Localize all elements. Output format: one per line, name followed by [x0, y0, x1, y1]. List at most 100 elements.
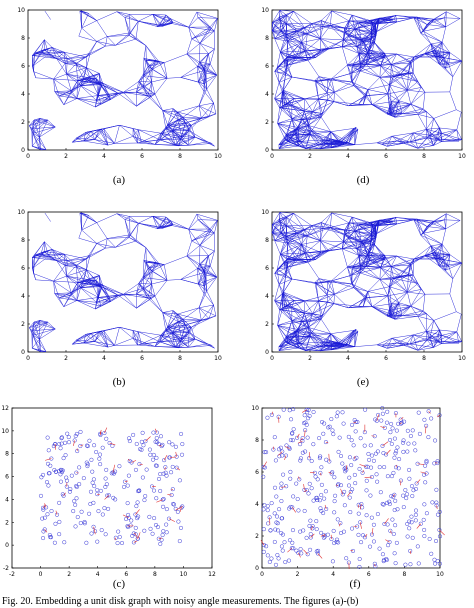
y-tick-label: 2: [255, 533, 259, 540]
x-tick-label: 8: [178, 153, 182, 160]
x-tick-label: 10: [458, 153, 466, 160]
y-tick-label: 2: [265, 119, 269, 126]
plot-d: 0 2 4 6 8 10 0 2 4 6 8 10: [261, 7, 466, 160]
estimated-positions: [261, 406, 443, 570]
x-tick-label: 8: [402, 571, 406, 578]
x-tick-label: 0: [270, 153, 274, 160]
y-tick-label: 10: [251, 405, 259, 412]
y-tick-label: 2: [21, 321, 25, 328]
x-tick-label: 0: [26, 355, 30, 362]
graph-edges: [271, 9, 462, 150]
x-tick-label: 6: [140, 355, 144, 362]
x-tick-label: 10: [180, 571, 188, 578]
y-tick-label: 8: [21, 237, 25, 244]
x-tick-label: 2: [67, 571, 71, 578]
y-tick-label: 0: [5, 542, 9, 549]
y-tick-label: 10: [17, 209, 25, 216]
x-tick-label: 4: [96, 571, 100, 578]
graph-edges: [271, 211, 462, 352]
x-tick-label: 4: [102, 355, 106, 362]
x-tick-label: 6: [367, 571, 371, 578]
axes-frame: [271, 211, 463, 353]
x-tick-label: 0: [270, 355, 274, 362]
x-tick-label: 2: [296, 571, 300, 578]
y-tick-label: 8: [21, 35, 25, 42]
x-tick-label: 0: [260, 571, 264, 578]
plot-a: 0 2 4 6 8 10 0 2 4 6 8 10: [17, 7, 222, 160]
y-tick-label: 10: [17, 7, 25, 14]
y-tick-label: 8: [5, 451, 9, 458]
x-tick-label: 8: [153, 571, 157, 578]
y-tick-label: 12: [1, 405, 9, 412]
x-tick-label: 10: [214, 355, 222, 362]
x-tick-label: 8: [178, 355, 182, 362]
axes-frame: [261, 407, 441, 569]
y-tick-label: 2: [5, 519, 9, 526]
y-tick-label: 4: [21, 293, 25, 300]
axes-frame: [27, 211, 219, 353]
x-tick-label: 12: [208, 571, 216, 578]
y-tick-label: 4: [5, 496, 9, 503]
x-tick-label: 2: [64, 355, 68, 362]
graph-edges: [29, 212, 218, 353]
panel-label-d: (d): [356, 174, 370, 186]
y-tick-label: 4: [255, 501, 259, 508]
x-tick-label: 2: [308, 153, 312, 160]
x-tick-label: 6: [140, 153, 144, 160]
plot-f: 0 2 4 6 8 10 0 2 4 6 8 10: [251, 405, 445, 578]
x-tick-label: 4: [346, 153, 350, 160]
x-tick-label: 0: [26, 153, 30, 160]
x-tick-label: -2: [9, 571, 15, 578]
axes-frame: [11, 407, 213, 569]
x-tick-label: 4: [346, 355, 350, 362]
y-tick-label: 0: [21, 349, 25, 356]
axes-frame: [27, 9, 219, 151]
y-tick-label: 6: [21, 265, 25, 272]
panel-label-e: (e): [356, 376, 370, 388]
y-tick-label: 8: [265, 35, 269, 42]
x-tick-label: 4: [102, 153, 106, 160]
panel-label-b: (b): [112, 376, 126, 388]
y-tick-label: 6: [265, 265, 269, 272]
error-segments: [42, 427, 183, 543]
y-tick-label: 6: [21, 63, 25, 70]
panel-label-c: (c): [112, 578, 126, 590]
x-tick-label: 10: [214, 153, 222, 160]
y-tick-label: 2: [265, 321, 269, 328]
y-tick-label: 10: [261, 7, 269, 14]
x-tick-label: 8: [422, 355, 426, 362]
estimated-positions: [38, 429, 185, 546]
y-tick-label: 4: [265, 91, 269, 98]
panel-label-f: (f): [349, 578, 361, 590]
y-tick-label: 2: [21, 119, 25, 126]
y-tick-label: 0: [21, 147, 25, 154]
graph-edges: [29, 10, 218, 151]
x-tick-label: 10: [436, 571, 444, 578]
plot-e: 0 2 4 6 8 10 0 2 4 6 8 10: [261, 209, 466, 362]
y-tick-label: 0: [255, 565, 259, 572]
figure-caption: Fig. 20. Embedding a unit disk graph wit…: [2, 596, 359, 607]
plot-b: 0 2 4 6 8 10 0 2 4 6 8 10: [17, 209, 222, 362]
y-tick-label: 0: [265, 147, 269, 154]
y-tick-label: 6: [5, 474, 9, 481]
y-tick-label: -2: [3, 565, 9, 572]
x-tick-label: 8: [422, 153, 426, 160]
y-tick-label: 8: [265, 237, 269, 244]
x-tick-label: 4: [331, 571, 335, 578]
y-tick-label: 10: [261, 209, 269, 216]
error-segments: [260, 409, 445, 569]
x-tick-label: 2: [308, 355, 312, 362]
x-tick-label: 10: [458, 355, 466, 362]
y-tick-label: 4: [21, 91, 25, 98]
y-tick-label: 8: [255, 437, 259, 444]
y-tick-label: 6: [265, 63, 269, 70]
x-tick-label: 6: [384, 355, 388, 362]
x-tick-label: 2: [64, 153, 68, 160]
axes-frame: [271, 9, 463, 151]
y-tick-label: 0: [265, 349, 269, 356]
x-tick-label: 6: [124, 571, 128, 578]
panel-label-a: (a): [112, 174, 126, 186]
x-tick-label: 0: [39, 571, 43, 578]
y-tick-label: 10: [1, 428, 9, 435]
